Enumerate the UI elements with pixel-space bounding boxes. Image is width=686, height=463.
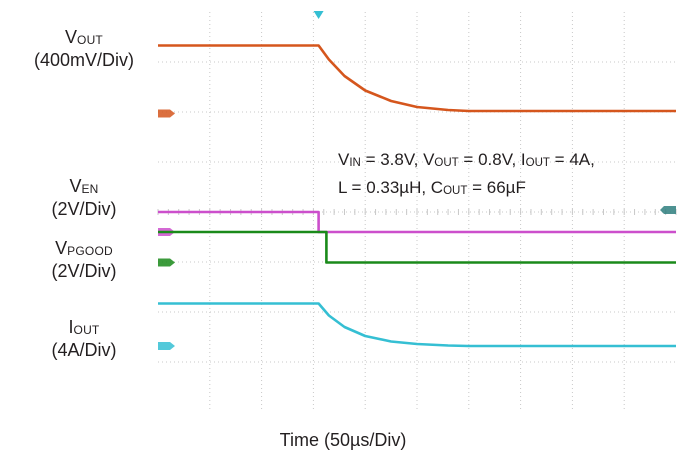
vpgood-name: VPGOOD [55,238,113,258]
ven-scale: (2V/Div) [51,199,117,219]
ven-channel-label: VEN (2V/Div) [8,176,160,220]
iout-channel-label: IOUT (4A/Div) [8,317,160,361]
x-axis-label: Time (50µs/Div) [279,430,407,450]
vout-trace [158,44,676,113]
vpgood-ground-marker [158,258,175,267]
annotation-line-1: VIN = 3.8V, VOUT = 0.8V, IOUT = 4A, [338,150,595,169]
annotation-line-2: L = 0.33µH, COUT = 66µF [338,178,526,197]
ven-name: VEN [69,176,99,196]
vout-ground-marker [158,109,175,118]
right-edge-marker [660,206,676,214]
vpgood-channel-label: VPGOOD (2V/Div) [8,238,160,282]
vpgood-scale: (2V/Div) [51,261,117,281]
iout-ground-marker [158,342,175,350]
test-conditions-annotation: VIN = 3.8V, VOUT = 0.8V, IOUT = 4A, L = … [338,147,595,203]
vout-channel-label: VOUT (400mV/Div) [8,27,160,71]
vpgood-trace [158,230,676,264]
ven-trace [158,210,676,234]
vout-name: VOUT [65,27,103,47]
trigger-marker [313,11,324,19]
iout-trace [158,302,676,348]
vout-scale: (400mV/Div) [33,50,135,70]
iout-name: IOUT [68,317,100,337]
iout-scale: (4A/Div) [51,340,117,360]
